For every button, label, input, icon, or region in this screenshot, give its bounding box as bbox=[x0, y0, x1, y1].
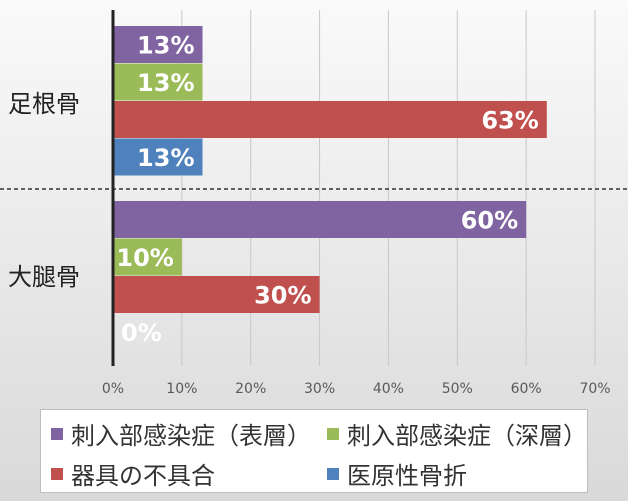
data-label: 13% bbox=[137, 144, 194, 172]
x-tick-label: 30% bbox=[304, 381, 335, 397]
legend-swatch bbox=[327, 467, 339, 480]
data-label: 13% bbox=[137, 69, 194, 97]
bar bbox=[113, 101, 547, 138]
legend: 刺入部感染症（表層） 刺入部感染症（深層） 器具の不具合 医原性骨折 bbox=[40, 409, 588, 493]
labels: 0% 10% 20% 30% 40% 50% 60% 70% 13% 60% 13% 10% 63% 30… bbox=[8, 32, 611, 398]
bars bbox=[113, 26, 547, 313]
x-tick-label: 0% bbox=[102, 381, 124, 397]
data-label: 13% bbox=[137, 32, 194, 60]
legend-item-deep-infection: 刺入部感染症（深層） bbox=[327, 416, 587, 451]
bar bbox=[113, 63, 203, 101]
legend-swatch bbox=[51, 427, 63, 440]
bar bbox=[113, 238, 182, 276]
legend-label: 刺入部感染症（深層） bbox=[347, 422, 587, 450]
x-tick-label: 40% bbox=[373, 381, 404, 397]
legend-item-device-failure: 器具の不具合 bbox=[51, 456, 215, 491]
x-tick-label: 70% bbox=[579, 381, 610, 397]
x-tick-label: 20% bbox=[235, 381, 266, 397]
legend-swatch bbox=[327, 427, 339, 440]
legend-label: 医原性骨折 bbox=[347, 462, 467, 490]
x-tick-label: 60% bbox=[511, 381, 542, 397]
legend-label: 器具の不具合 bbox=[71, 462, 215, 490]
bar bbox=[113, 276, 320, 313]
data-label: 60% bbox=[461, 207, 518, 235]
legend-item-iatrogenic-fracture: 医原性骨折 bbox=[327, 456, 467, 491]
x-tick-label: 10% bbox=[166, 381, 197, 397]
legend-label: 刺入部感染症（表層） bbox=[71, 422, 311, 450]
x-tick-label: 50% bbox=[442, 381, 473, 397]
data-label: 63% bbox=[481, 107, 538, 135]
bar bbox=[113, 201, 527, 238]
bar bbox=[113, 138, 203, 176]
axes bbox=[0, 10, 628, 366]
data-label: 30% bbox=[254, 282, 311, 310]
legend-swatch bbox=[51, 467, 63, 480]
y-category-label: 足根骨 bbox=[8, 90, 80, 118]
bar bbox=[113, 26, 203, 63]
data-label: 0% bbox=[121, 319, 162, 347]
legend-item-superficial-infection: 刺入部感染症（表層） bbox=[51, 416, 311, 451]
data-label: 10% bbox=[116, 244, 173, 272]
y-category-label: 大腿骨 bbox=[8, 263, 80, 291]
